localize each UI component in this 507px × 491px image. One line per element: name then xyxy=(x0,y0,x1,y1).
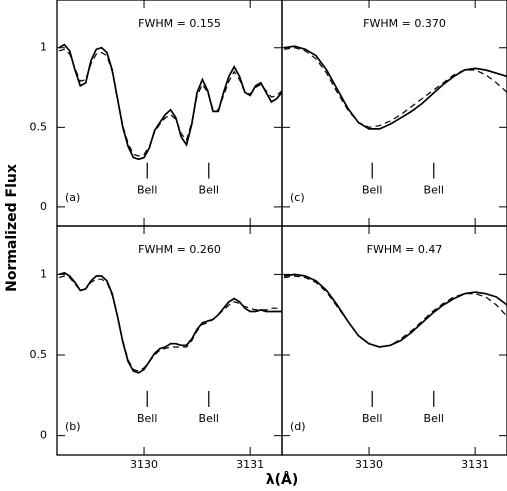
panel-frame xyxy=(56,225,283,456)
panel-frame xyxy=(56,0,283,227)
marker-label: Bell xyxy=(362,412,382,425)
flux-line xyxy=(58,275,282,372)
panel-title: FWHM = 0.260 xyxy=(138,243,221,256)
panel-label: (b) xyxy=(65,420,81,433)
marker-label: Bell xyxy=(362,184,382,197)
flux-line xyxy=(58,48,283,157)
x-tick-label: 3131 xyxy=(236,458,264,471)
flux-line xyxy=(283,273,507,348)
flux-line xyxy=(58,43,283,161)
x-axis-label: λ(Å) xyxy=(266,471,299,488)
x-tick-label: 3130 xyxy=(355,458,383,471)
marker-label: Bell xyxy=(137,412,157,425)
panel-frame xyxy=(281,225,507,456)
x-tick-label: 3130 xyxy=(130,458,158,471)
flux-line xyxy=(58,271,282,374)
panel-title: FWHM = 0.47 xyxy=(367,243,443,256)
panel-label: (c) xyxy=(290,191,305,204)
marker-label: Bell xyxy=(199,184,219,197)
marker-label: Bell xyxy=(424,412,444,425)
panel-label: (d) xyxy=(290,420,306,433)
marker-label: Bell xyxy=(137,184,157,197)
panel-frame xyxy=(281,0,507,227)
marker-label: Bell xyxy=(199,412,219,425)
y-tick-label: 0.5 xyxy=(30,120,48,133)
flux-line xyxy=(283,45,507,130)
marker-label: Bell xyxy=(424,184,444,197)
panel-title: FWHM = 0.155 xyxy=(138,17,221,30)
y-tick-label: 1 xyxy=(40,267,47,280)
y-tick-label: 1 xyxy=(40,41,47,54)
y-axis-label: Normalized Flux xyxy=(4,164,20,292)
x-tick-label: 3131 xyxy=(461,458,489,471)
panel-title: FWHM = 0.370 xyxy=(363,17,446,30)
y-tick-label: 0 xyxy=(40,429,47,442)
panel-label: (a) xyxy=(65,191,80,204)
flux-line xyxy=(284,47,507,128)
y-tick-label: 0 xyxy=(40,200,47,213)
flux-line xyxy=(284,275,507,348)
y-tick-label: 0.5 xyxy=(30,348,48,361)
